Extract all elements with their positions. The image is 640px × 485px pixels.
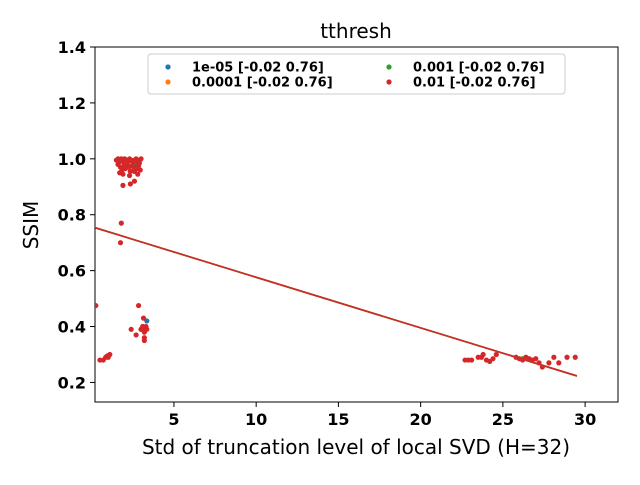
legend-marker — [386, 64, 392, 70]
legend-label: 0.01 [-0.02 0.76] — [413, 76, 536, 91]
series-group — [95, 156, 578, 370]
data-point — [137, 167, 143, 173]
y-tick-label: 0.4 — [58, 318, 86, 337]
plot-frame — [94, 46, 619, 403]
data-point — [120, 171, 126, 177]
legend-label: 0.0001 [-0.02 0.76] — [192, 76, 333, 91]
legend-box — [147, 53, 566, 95]
data-point — [138, 156, 144, 162]
data-point — [480, 351, 486, 358]
chart-title: tthresh — [320, 19, 392, 43]
x-tick-label: 15 — [327, 410, 349, 429]
data-point — [126, 172, 133, 179]
x-tick-label: 25 — [492, 410, 514, 429]
x-axis-title: Std of truncation level of local SVD (H=… — [142, 435, 570, 459]
plot-marks — [95, 156, 578, 377]
data-point — [140, 315, 147, 321]
data-point — [556, 360, 562, 366]
data-point — [117, 240, 124, 246]
data-point — [120, 182, 126, 188]
data-point — [144, 326, 150, 332]
data-point — [564, 354, 570, 360]
data-point — [104, 353, 110, 359]
series-group — [130, 163, 526, 362]
y-tick-label: 1.0 — [58, 150, 86, 169]
data-point — [131, 178, 138, 184]
legend-marker — [386, 79, 392, 85]
y-axis-title: SSIM — [19, 201, 43, 250]
data-point — [572, 354, 578, 360]
data-point — [127, 181, 133, 187]
data-point — [490, 356, 496, 362]
data-point — [118, 220, 124, 226]
data-point — [135, 163, 142, 169]
y-tick-label: 1.4 — [58, 38, 86, 57]
x-tick-label: 30 — [574, 410, 596, 429]
y-tick-label: 1.2 — [58, 94, 86, 113]
data-point — [551, 354, 557, 360]
x-tick-label: 10 — [245, 410, 267, 429]
plot-area: 5 10 15 20 25 30 0.2 0.4 0.6 0.8 1.0 1.2 1.4 — [58, 38, 619, 429]
data-point — [95, 302, 99, 309]
data-point — [493, 351, 499, 358]
legend-label: 0.001 [-0.02 0.76] — [413, 61, 545, 76]
data-point — [128, 326, 134, 332]
x-tick-label: 5 — [168, 410, 179, 429]
data-point — [546, 360, 552, 366]
data-point — [133, 332, 139, 338]
data-point — [141, 337, 147, 344]
x-tick-label: 20 — [410, 410, 432, 429]
data-point — [533, 356, 539, 362]
legend: 1e-05 [-0.02 0.76]0.0001 [-0.02 0.76] 0.0… — [147, 53, 566, 95]
y-tick-label: 0.8 — [58, 206, 86, 225]
data-point — [135, 302, 142, 309]
fit-line — [95, 227, 578, 377]
data-point — [135, 171, 141, 177]
y-tick-label: 0.6 — [58, 262, 86, 281]
legend-marker — [165, 64, 171, 70]
data-point — [469, 357, 475, 363]
legend-label: 1e-05 [-0.02 0.76] — [192, 61, 324, 76]
y-tick-label: 0.2 — [58, 373, 86, 392]
legend-marker — [165, 79, 171, 85]
